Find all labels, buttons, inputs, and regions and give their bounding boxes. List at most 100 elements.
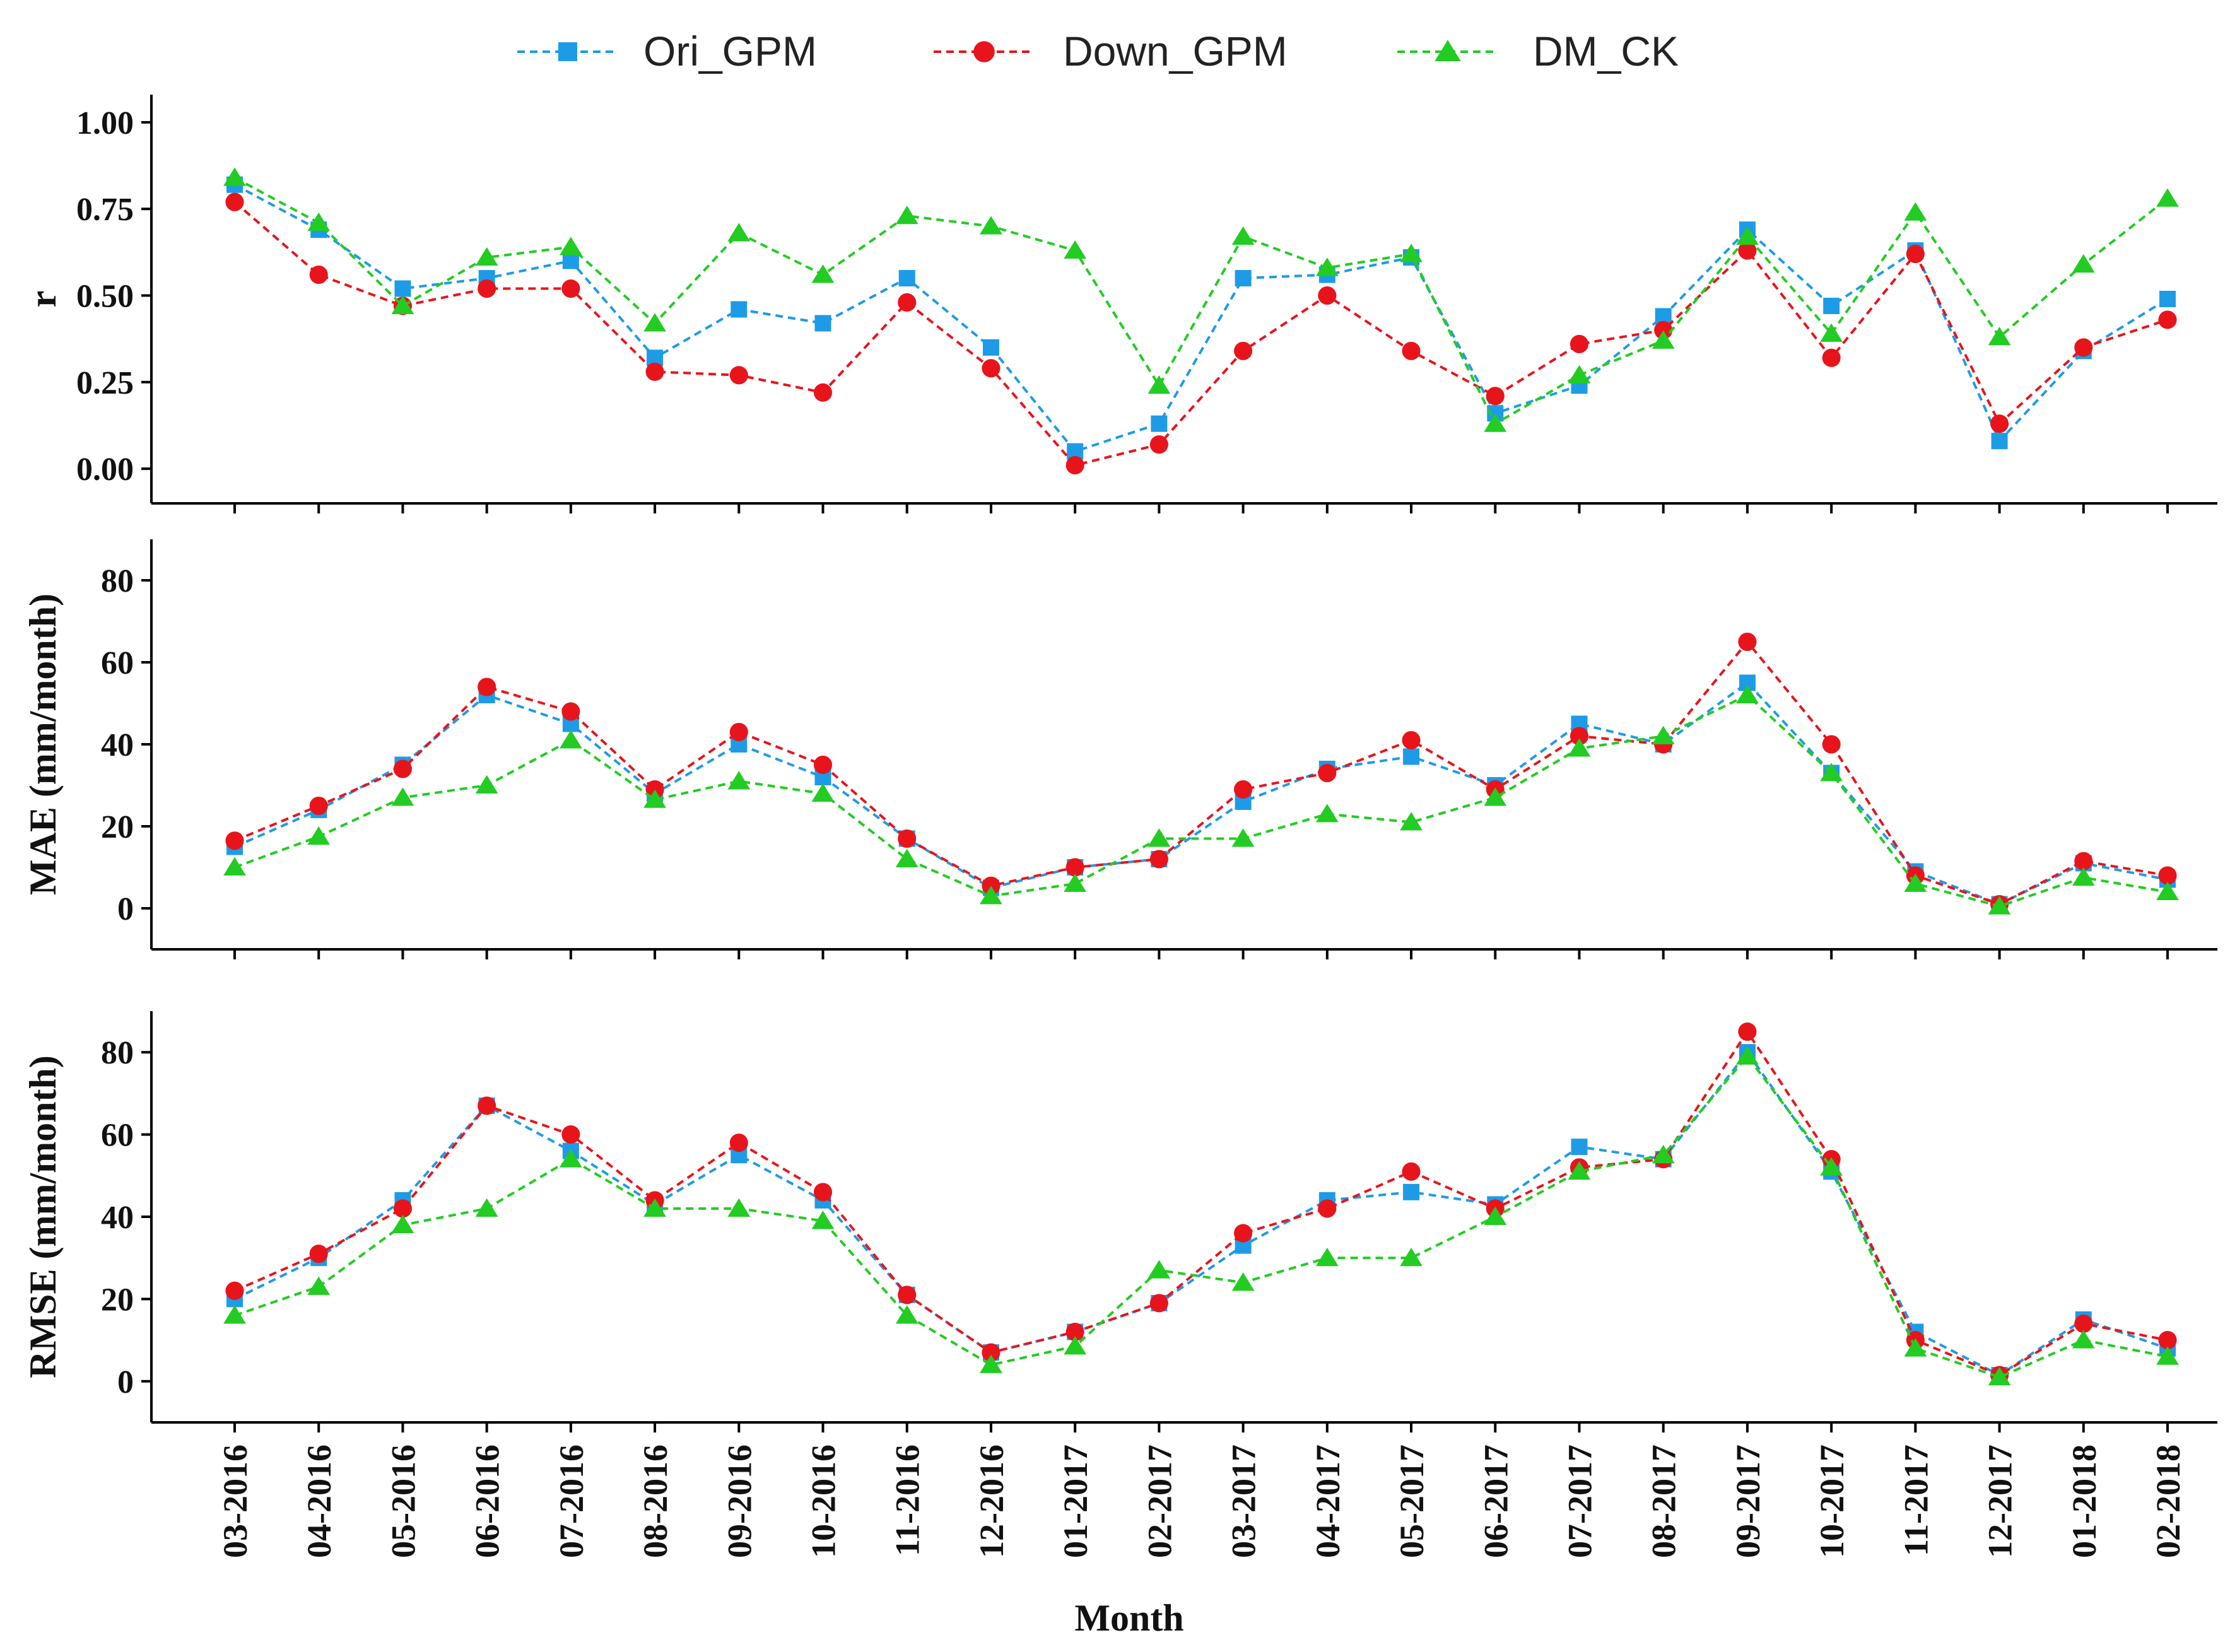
- data-point-Down_GPM: [1065, 858, 1084, 877]
- panel-mae-y-tick-label: 80: [101, 563, 134, 599]
- series-line-Ori_GPM: [234, 681, 2168, 906]
- series-r-Down_GPM: [225, 192, 2177, 475]
- data-point-Down_GPM: [1654, 320, 1673, 339]
- x-tick-label: 02-2017: [1141, 1444, 1178, 1558]
- panel-mae-y-axis-title: MAE (mm/month): [22, 594, 64, 895]
- series-line-Down_GPM: [234, 640, 2168, 906]
- legend-label: Down_GPM: [1063, 28, 1288, 74]
- data-point-DM_CK: [475, 775, 498, 794]
- data-point-Down_GPM: [1318, 763, 1337, 783]
- series-mae-Down_GPM: [225, 632, 2177, 914]
- data-point-DM_CK: [727, 771, 751, 790]
- data-point-Down_GPM: [1486, 387, 1505, 406]
- x-tick-label: 05-2016: [384, 1444, 422, 1558]
- data-point-DM_CK: [1904, 1338, 1927, 1357]
- data-point-DM_CK: [1400, 812, 1423, 831]
- data-point-Down_GPM: [645, 362, 664, 381]
- data-point-Down_GPM: [813, 1183, 833, 1202]
- panel-r-y-tick-label: 0.25: [76, 365, 134, 401]
- data-point-DM_CK: [223, 857, 246, 876]
- legend-label: DM_CK: [1533, 28, 1679, 74]
- data-point-DM_CK: [391, 787, 414, 806]
- series-rmse-Down_GPM: [225, 1022, 2177, 1385]
- data-point-Down_GPM: [225, 1281, 244, 1300]
- panel-mae-y-tick-label: 0: [117, 891, 134, 927]
- data-point-DM_CK: [811, 783, 835, 802]
- data-point-Down_GPM: [2158, 1331, 2177, 1350]
- data-point-Down_GPM: [309, 265, 328, 284]
- data-point-Down_GPM: [1570, 727, 1589, 746]
- data-point-Down_GPM: [729, 722, 748, 742]
- panel-mae-y-tick-label: 60: [101, 645, 134, 681]
- data-point-DM_CK: [1315, 1247, 1339, 1267]
- series-line-Ori_GPM: [234, 1050, 2168, 1377]
- data-point-Down_GPM: [1402, 341, 1421, 360]
- panel-rmse-y-tick-label: 20: [101, 1282, 134, 1318]
- data-point-DM_CK: [1400, 1247, 1423, 1267]
- panel-rmse-y-tick-label: 80: [101, 1035, 134, 1071]
- data-point-DM_CK: [391, 295, 414, 314]
- data-point-DM_CK: [2072, 867, 2095, 886]
- data-point-DM_CK: [1652, 1144, 1675, 1164]
- series-rmse-DM_CK: [223, 1046, 2179, 1386]
- data-point-Down_GPM: [225, 831, 244, 850]
- x-tick-label: 04-2017: [1309, 1444, 1347, 1558]
- x-tick-label: 11-2017: [1897, 1444, 1935, 1556]
- data-point-Ori_GPM: [1403, 748, 1420, 765]
- data-point-DM_CK: [1988, 896, 2011, 915]
- data-point-DM_CK: [1315, 804, 1339, 823]
- legend-marker-DM_CK: [1435, 40, 1461, 61]
- data-point-DM_CK: [643, 1198, 666, 1217]
- data-point-Down_GPM: [1149, 435, 1168, 454]
- data-point-Ori_GPM: [2159, 291, 2176, 307]
- data-point-DM_CK: [307, 212, 331, 231]
- data-point-DM_CK: [1652, 330, 1675, 349]
- data-point-Down_GPM: [1234, 341, 1253, 360]
- panel-r-y-axis-title: r: [22, 291, 64, 308]
- series-line-Down_GPM: [233, 201, 2168, 467]
- data-point-Ori_GPM: [1823, 297, 1840, 314]
- x-tick-label: 08-2016: [637, 1444, 674, 1558]
- data-point-Down_GPM: [1234, 1224, 1253, 1243]
- data-point-DM_CK: [2156, 881, 2179, 900]
- data-point-Down_GPM: [898, 1286, 917, 1304]
- data-point-DM_CK: [1231, 226, 1255, 245]
- data-point-Ori_GPM: [731, 301, 748, 318]
- data-point-Down_GPM: [309, 796, 328, 816]
- data-point-DM_CK: [1231, 828, 1255, 847]
- data-point-Down_GPM: [478, 1096, 496, 1115]
- data-point-Down_GPM: [1318, 1199, 1337, 1218]
- series-line-Ori_GPM: [234, 184, 2169, 453]
- data-point-Down_GPM: [729, 366, 748, 385]
- legend-item-Ori_GPM: Ori_GPM: [517, 28, 817, 74]
- data-point-DM_CK: [2156, 188, 2179, 207]
- data-point-DM_CK: [811, 264, 835, 283]
- series-rmse-Ori_GPM: [226, 1044, 2176, 1384]
- data-point-DM_CK: [895, 1305, 918, 1324]
- data-point-DM_CK: [1147, 1260, 1171, 1279]
- panel-rmse-y-axis-title: RMSE (mm/month): [22, 1055, 64, 1378]
- data-point-DM_CK: [1484, 413, 1507, 432]
- panel-r-y-tick-label: 0.50: [76, 279, 134, 315]
- panel-r-y-tick-label: 0.75: [76, 192, 134, 228]
- data-point-Down_GPM: [982, 1343, 1001, 1362]
- data-point-Down_GPM: [982, 359, 1001, 378]
- x-axis-title: Month: [1074, 1597, 1183, 1639]
- series-r-DM_CK: [223, 167, 2179, 432]
- series-line-DM_CK: [234, 693, 2168, 908]
- data-point-Down_GPM: [1738, 632, 1757, 652]
- data-point-Ori_GPM: [814, 315, 831, 332]
- data-point-DM_CK: [1652, 725, 1675, 744]
- data-point-Down_GPM: [1822, 735, 1841, 754]
- series-line-DM_CK: [234, 1054, 2168, 1379]
- x-tick-label: 09-2016: [720, 1444, 758, 1558]
- data-point-DM_CK: [980, 886, 1002, 905]
- data-point-Down_GPM: [561, 1125, 580, 1144]
- data-point-Down_GPM: [1234, 780, 1253, 799]
- panel-r-y-tick-label: 0.00: [76, 452, 134, 488]
- data-point-DM_CK: [1231, 1272, 1255, 1291]
- data-point-Down_GPM: [309, 1245, 328, 1263]
- x-tick-label: 06-2016: [469, 1444, 507, 1558]
- data-point-Down_GPM: [1822, 348, 1841, 367]
- data-point-Down_GPM: [2158, 310, 2177, 329]
